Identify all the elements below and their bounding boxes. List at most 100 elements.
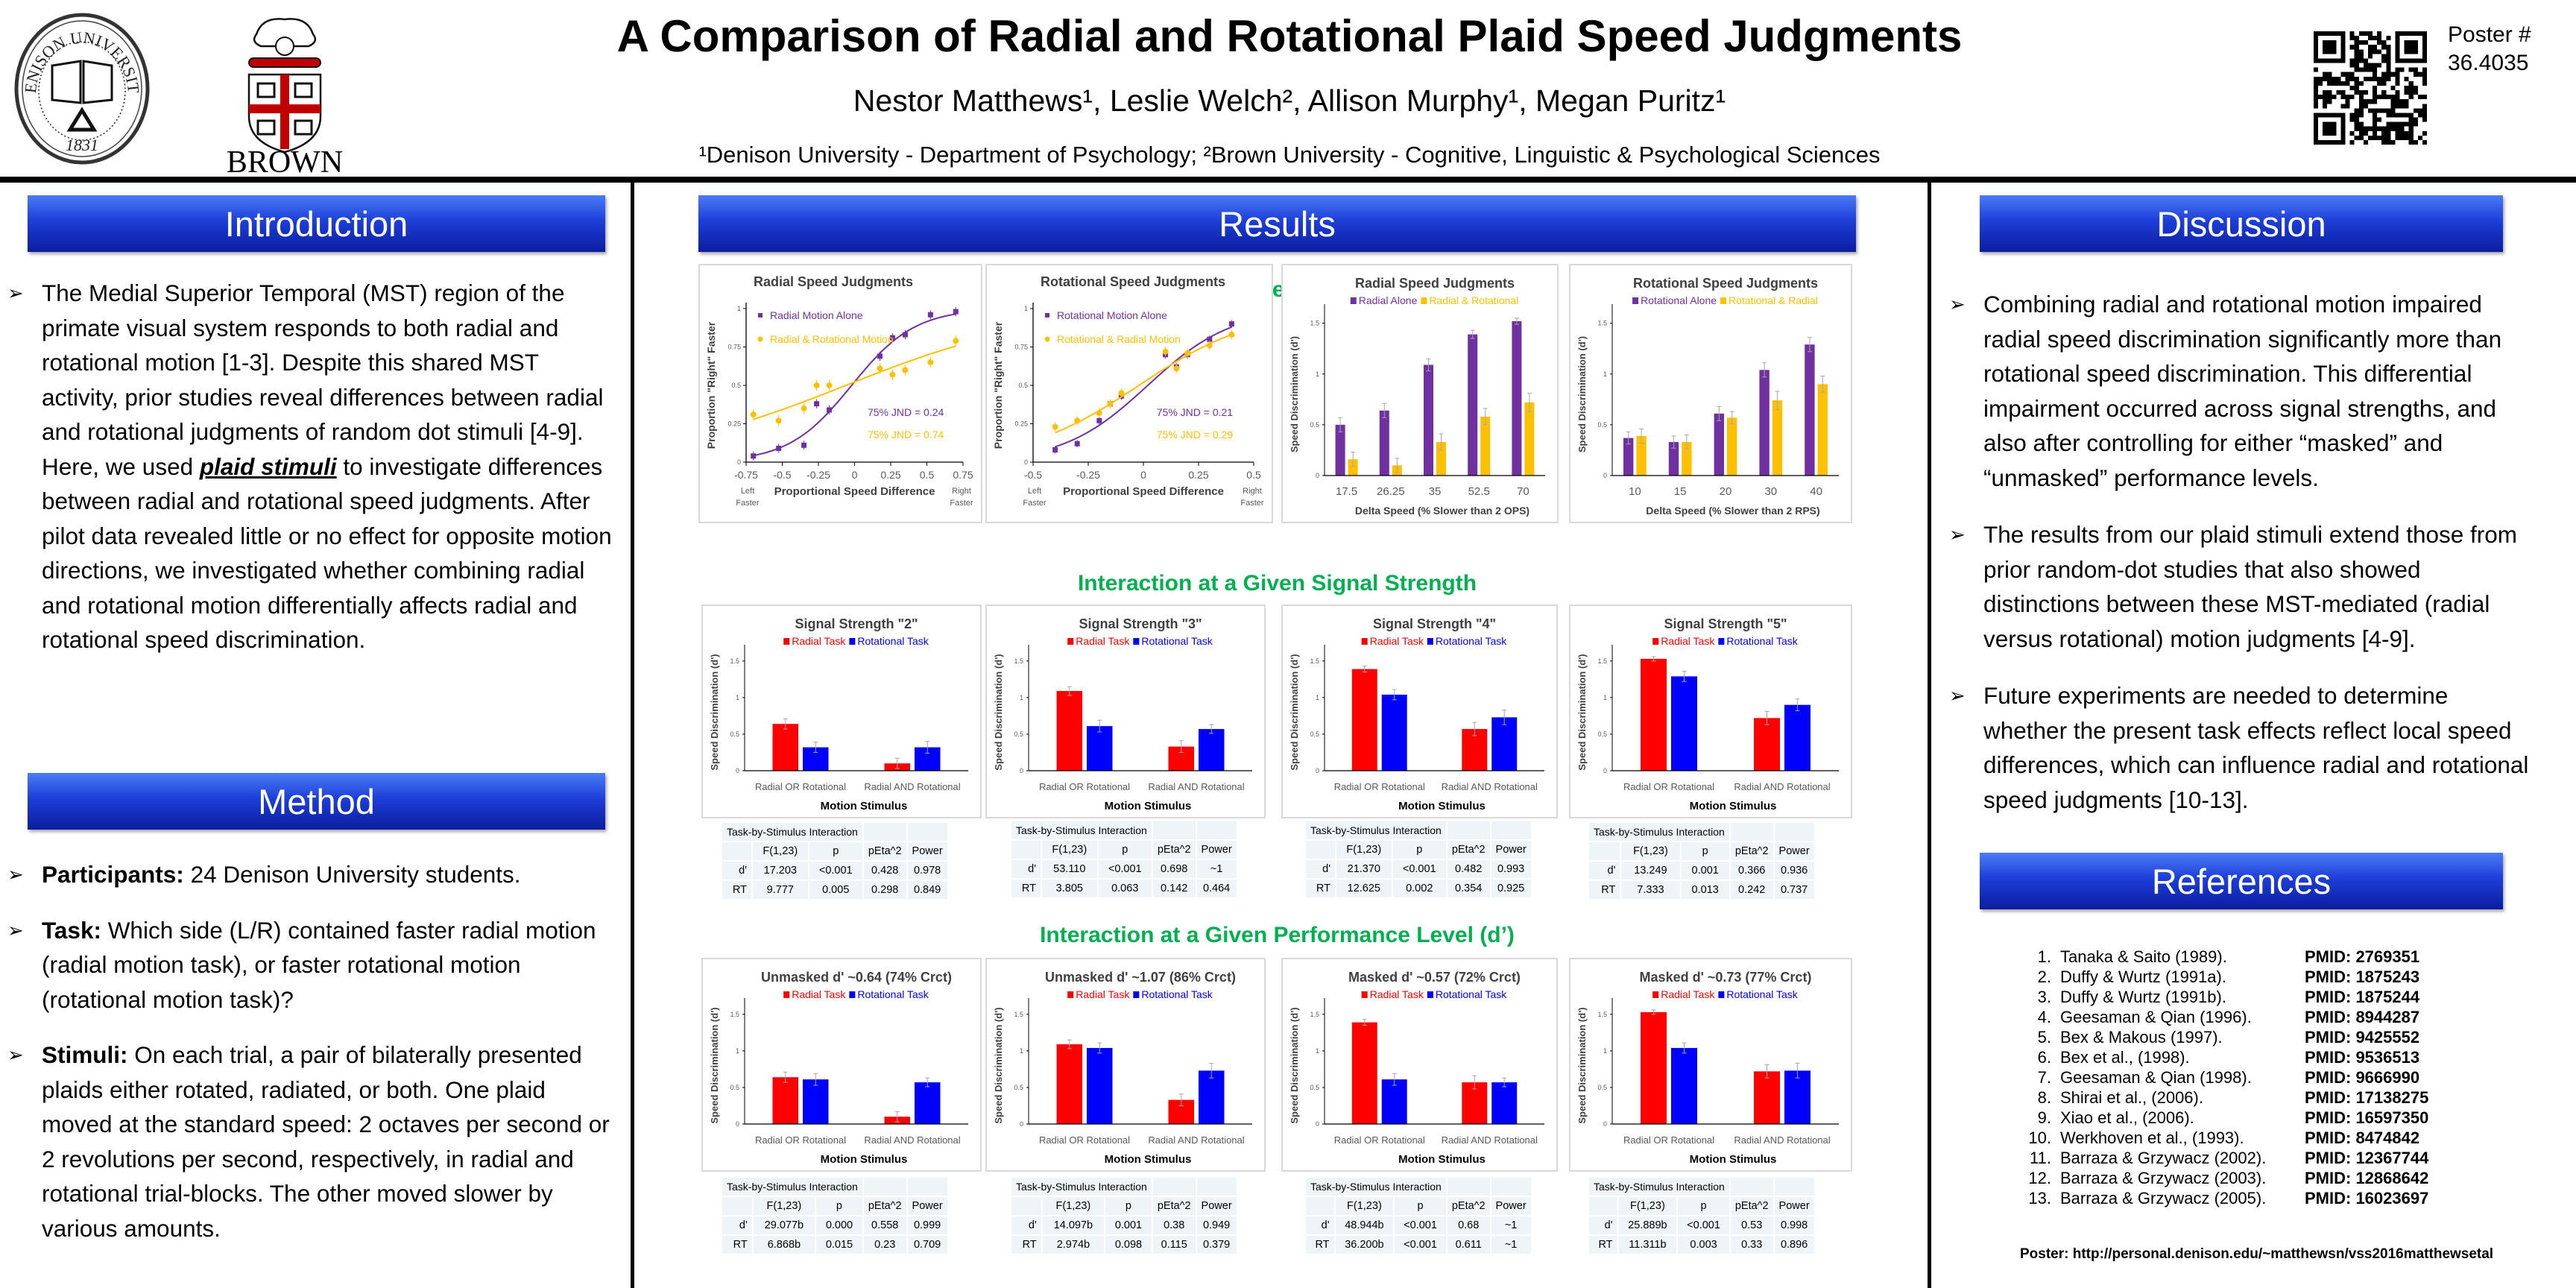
data-point (801, 442, 807, 448)
reference-pmid[interactable]: PMID: 16023697 (2305, 1189, 2429, 1208)
qr-module (2373, 95, 2378, 100)
reference-pmid[interactable]: PMID: 1875244 (2305, 988, 2420, 1006)
qr-module (2373, 121, 2378, 127)
y-tick-label: 1 (1020, 694, 1023, 701)
table-empty-cell (1447, 1178, 1490, 1196)
table-cell: 36.200b (1335, 1236, 1394, 1254)
qr-module (2340, 95, 2346, 100)
qr-module (2345, 104, 2350, 109)
legend-label: Radial & Rotational Motion (770, 333, 894, 345)
method-item-participants: ➢ Participants: 24 Denison University stu… (7, 857, 615, 892)
qr-module (2363, 126, 2368, 131)
reference-citation: Barraza & Grzywacz (2002). (2060, 1149, 2267, 1167)
bar (1784, 1070, 1811, 1124)
table-row-label: RT (1011, 1236, 1041, 1254)
table-cell: 11.311b (1618, 1236, 1677, 1254)
reference-item: 13. Barraza & Grzywacz (2005). PMID: 16023… (2021, 1188, 2543, 1208)
qr-module (2404, 113, 2409, 118)
data-point (1096, 417, 1102, 423)
table-empty-cell (907, 1178, 947, 1196)
y-axis-label: Speed Discrimination (d') (709, 654, 720, 770)
chart-svg: Signal Strength "5" Radial Task Rotational… (1576, 616, 1839, 812)
reference-item: 1. Tanaka & Saito (1989). PMID: 2769351 (2021, 947, 2543, 967)
qr-module (2336, 90, 2341, 95)
qr-module (2358, 95, 2364, 100)
data-point (1206, 342, 1213, 349)
x-note-right: Faster (950, 499, 973, 508)
category-label: 17.5 (1336, 485, 1357, 498)
x-tick-label: 0.5 (920, 469, 935, 481)
qr-module (2386, 54, 2391, 59)
x-note-left: Left (1028, 487, 1041, 496)
qr-module (2404, 104, 2409, 109)
qr-module (2345, 95, 2350, 100)
reference-pmid[interactable]: PMID: 1875243 (2305, 967, 2420, 986)
data-point (927, 359, 934, 366)
qr-module (2367, 54, 2373, 59)
legend-label: Radial Task (1661, 988, 1715, 1000)
qr-module (2373, 72, 2378, 77)
references-list: 1. Tanaka & Saito (1989). PMID: 2769351 2. D… (2021, 947, 2543, 1208)
qr-code[interactable] (2314, 10, 2427, 167)
reference-pmid[interactable]: PMID: 17138275 (2305, 1088, 2429, 1107)
table-empty-cell (1589, 1197, 1617, 1215)
table-column-header: Power (1491, 841, 1531, 859)
y-axis-label: Speed Discrimination (d') (1576, 336, 1588, 452)
legend-label: Rotational Task (857, 988, 929, 1000)
y-tick-label: 1.5 (1597, 320, 1607, 327)
table-row: d' 14.097b 0.001 0.38 0.949 (1011, 1216, 1237, 1234)
reference-pmid[interactable]: PMID: 12367744 (2305, 1149, 2429, 1167)
qr-module (2367, 135, 2373, 140)
qr-module (2345, 80, 2350, 86)
table-cell: 29.077b (753, 1216, 815, 1234)
poster-url[interactable]: Poster: http://personal.denison.edu/~mat… (2020, 1246, 2494, 1262)
legend-label: Radial Task (1661, 635, 1715, 647)
y-tick-label: 0.5 (1018, 382, 1028, 389)
x-axis-label: Motion Stimulus (1398, 1153, 1486, 1166)
qr-module (2417, 108, 2422, 113)
y-tick-label: 1 (1603, 694, 1607, 701)
x-axis-label: Motion Stimulus (1690, 1153, 1777, 1166)
reference-pmid[interactable]: PMID: 9425552 (2305, 1028, 2420, 1046)
chart-svg: Unmasked d' ~0.64 (74% Crct) Radial Task R… (709, 970, 968, 1166)
reference-pmid[interactable]: PMID: 8944287 (2305, 1008, 2420, 1026)
bar (772, 1077, 798, 1124)
reference-pmid[interactable]: PMID: 2769351 (2305, 947, 2420, 966)
table-cell: 25.889b (1618, 1216, 1677, 1234)
reference-pmid[interactable]: PMID: 9536513 (2305, 1048, 2420, 1067)
qr-module (2395, 99, 2400, 104)
table-row: RT 3.805 0.063 0.142 0.464 (1011, 880, 1237, 897)
reference-pmid[interactable]: PMID: 16597350 (2305, 1108, 2429, 1127)
qr-module (2358, 54, 2364, 59)
qr-module (2354, 63, 2359, 68)
data-point (1052, 423, 1058, 430)
bar (1636, 435, 1647, 476)
x-axis-label: Motion Stimulus (1105, 1153, 1192, 1166)
bar (915, 1082, 941, 1124)
qr-module (2395, 72, 2400, 77)
reference-pmid[interactable]: PMID: 12868642 (2305, 1169, 2429, 1187)
reference-pmid[interactable]: PMID: 9666990 (2305, 1068, 2420, 1087)
qr-module (2354, 126, 2359, 131)
y-tick-label: 1.5 (1597, 1011, 1607, 1018)
bar (1682, 442, 1692, 476)
chart-title: Unmasked d' ~0.64 (74% Crct) (761, 970, 952, 985)
bar (1351, 669, 1377, 771)
table-cell: 0.23 (863, 1236, 906, 1254)
y-tick-label: 0.25 (1014, 420, 1028, 428)
reference-pmid[interactable]: PMID: 8474842 (2305, 1128, 2420, 1147)
qr-module (2358, 99, 2364, 104)
table-row-label: RT (1589, 881, 1620, 899)
legend-label: Rotational Alone (1641, 294, 1717, 306)
qr-module (2377, 117, 2382, 122)
legend-label: Rotational Task (857, 635, 929, 647)
qr-module (2373, 117, 2378, 122)
reference-number: 4. (2037, 1008, 2051, 1026)
table-column-header: F(1,23) (1618, 1197, 1677, 1215)
table-cell: 0.33 (1730, 1236, 1773, 1254)
qr-module (2404, 130, 2409, 136)
qr-module (2373, 108, 2378, 113)
qr-module (2390, 108, 2396, 113)
category-label: Radial AND Rotational (1148, 1134, 1244, 1146)
method-label: Participants: (42, 861, 184, 888)
